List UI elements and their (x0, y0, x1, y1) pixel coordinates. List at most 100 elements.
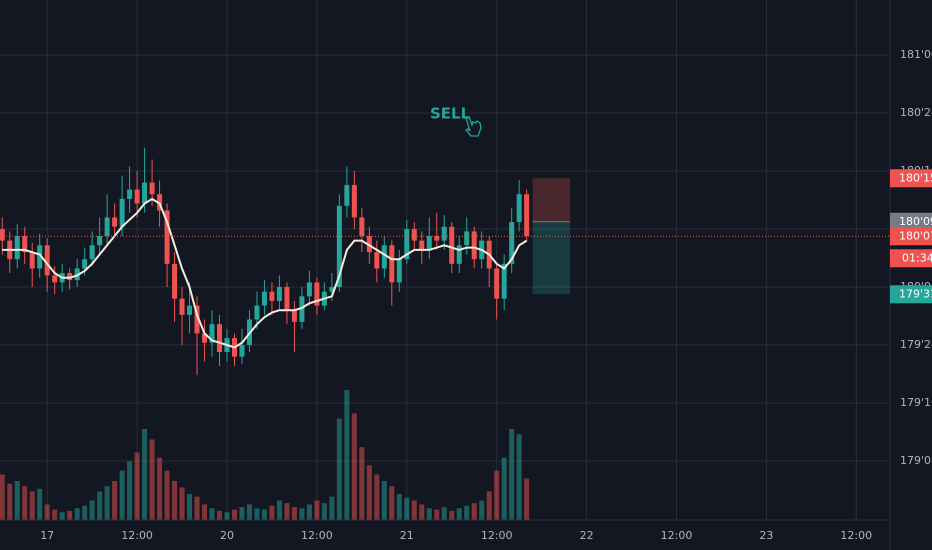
volume-bar (37, 488, 43, 520)
axis-layer: 181'00180'24180'16180'08180'00179'24179'… (40, 48, 932, 542)
volume-bar (351, 413, 357, 520)
candle-body (381, 245, 387, 269)
volume-bar (239, 507, 245, 520)
volume-bar (269, 505, 275, 520)
candle-body (239, 345, 245, 357)
volume-bar (344, 390, 350, 520)
volume-bar (516, 434, 522, 520)
candle-body (494, 268, 500, 299)
volume-bar (44, 504, 50, 520)
candle-body (82, 259, 88, 269)
candle-body (127, 189, 133, 199)
candle-body (366, 235, 372, 253)
volume-bar (359, 447, 365, 520)
volume-bar (67, 510, 73, 520)
candle-body (351, 184, 357, 218)
volume-bar (52, 509, 58, 520)
volume-bar (142, 429, 148, 520)
volume-bar (89, 500, 95, 520)
volume-bar (74, 508, 80, 520)
volume-bar (179, 487, 185, 520)
price-tag-label: 179'31 (899, 287, 932, 300)
x-tick-label: 12:00 (661, 529, 693, 542)
candle-body (97, 235, 103, 246)
y-tick-label: 181'00 (900, 48, 932, 61)
candle-body (164, 210, 170, 264)
price-tag (890, 212, 932, 231)
candle-body (419, 240, 425, 250)
x-tick-label: 12:00 (840, 529, 872, 542)
price-tag-label: 180'09 (899, 215, 932, 228)
candle-body (0, 229, 5, 241)
candle-body (524, 194, 530, 236)
candle-body (299, 296, 305, 322)
volume-bar (22, 486, 28, 520)
candle-body (329, 287, 335, 292)
candle-body (209, 324, 215, 343)
candle-body (471, 231, 477, 260)
volume-bar (336, 418, 342, 520)
candle-body (501, 263, 507, 299)
x-tick-label: 12:00 (121, 529, 153, 542)
volume-bar (217, 510, 223, 520)
candle-body (516, 194, 522, 223)
candle-body (202, 333, 208, 343)
candle-body (464, 231, 470, 246)
candle-layer (0, 147, 530, 376)
candle-body (276, 287, 282, 301)
volume-bar (254, 508, 260, 520)
candle-body (104, 217, 110, 236)
x-tick-label: 20 (220, 529, 234, 542)
candle-body (89, 245, 95, 260)
candle-body (291, 310, 297, 322)
candle-body (187, 305, 193, 315)
volume-bar (246, 504, 252, 520)
x-tick-label: 22 (580, 529, 594, 542)
volume-bar (59, 512, 65, 520)
candle-body (344, 184, 350, 206)
volume-bar (187, 494, 193, 520)
candle-body (142, 182, 148, 204)
position-stop-zone (532, 178, 571, 222)
volume-bar (441, 507, 447, 520)
y-tick-label: 179'16 (900, 396, 932, 409)
price-tag-label: 180'15 (899, 171, 932, 184)
volume-bar (321, 503, 327, 520)
volume-bar (97, 491, 103, 520)
volume-bar (314, 500, 320, 520)
volume-bar (494, 470, 500, 520)
volume-bar (291, 507, 297, 520)
candle-body (134, 189, 140, 204)
volume-bar (231, 509, 237, 520)
candle-body (426, 235, 432, 250)
candle-body (149, 182, 155, 195)
volume-bar (471, 503, 477, 520)
candle-body (52, 275, 58, 283)
volume-bar (396, 494, 402, 520)
countdown-label: 01:34 (902, 251, 932, 264)
volume-bar (426, 508, 432, 520)
volume-bar (194, 496, 200, 520)
volume-bar (149, 439, 155, 520)
volume-bar (299, 508, 305, 520)
volume-bar (29, 491, 35, 520)
candle-body (359, 217, 365, 236)
volume-bar (172, 481, 178, 520)
volume-bar (524, 478, 530, 520)
volume-bar (134, 452, 140, 520)
overlay-layer (0, 197, 890, 349)
y-tick-label: 179'24 (900, 338, 932, 351)
x-tick-label: 12:00 (301, 529, 333, 542)
candle-body (254, 305, 260, 320)
candle-body (194, 305, 200, 334)
volume-bar (224, 512, 230, 520)
candle-body (374, 252, 380, 269)
sell-annotation: SELL (430, 105, 471, 123)
volume-bar (82, 505, 88, 520)
candle-body (449, 226, 455, 264)
candle-body (269, 291, 275, 301)
x-tick-label: 23 (759, 529, 773, 542)
volume-bar (202, 504, 208, 520)
candle-body (22, 235, 28, 253)
